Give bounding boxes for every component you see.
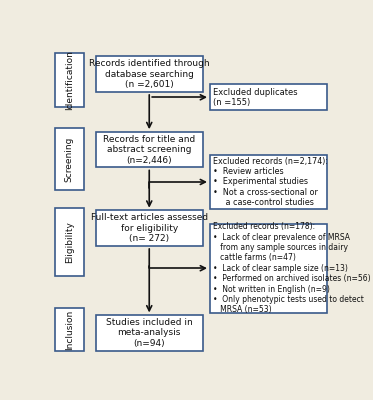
Bar xyxy=(55,308,84,351)
Bar xyxy=(55,128,84,190)
Bar xyxy=(210,155,327,209)
Bar xyxy=(210,224,327,313)
Text: Records identified through
database searching
(n =2,601): Records identified through database sear… xyxy=(89,59,210,89)
Text: Full-text articles assessed
for eligibility
(n= 272): Full-text articles assessed for eligibil… xyxy=(91,213,208,243)
Text: Eligibility: Eligibility xyxy=(65,221,74,263)
Bar xyxy=(96,56,203,92)
Text: Screening: Screening xyxy=(65,136,74,182)
Bar xyxy=(96,210,203,246)
Text: Excluded records (n=178):
•  Lack of clear prevalence of MRSA
   from any sample: Excluded records (n=178): • Lack of clea… xyxy=(213,222,371,314)
Bar xyxy=(96,132,203,167)
Text: Records for title and
abstract screening
(n=2,446): Records for title and abstract screening… xyxy=(103,135,195,164)
Bar xyxy=(55,208,84,276)
Text: Excluded records (n=2,174):
•  Review articles
•  Experimental studies
•  Not a : Excluded records (n=2,174): • Review art… xyxy=(213,157,328,207)
Text: Excluded duplicates
(n =155): Excluded duplicates (n =155) xyxy=(213,88,298,107)
Text: Inclusion: Inclusion xyxy=(65,310,74,350)
Text: Identification: Identification xyxy=(65,50,74,110)
Text: Studies included in
meta-analysis
(n=94): Studies included in meta-analysis (n=94) xyxy=(106,318,192,348)
Bar xyxy=(55,53,84,107)
Bar xyxy=(96,315,203,351)
Bar xyxy=(210,84,327,110)
